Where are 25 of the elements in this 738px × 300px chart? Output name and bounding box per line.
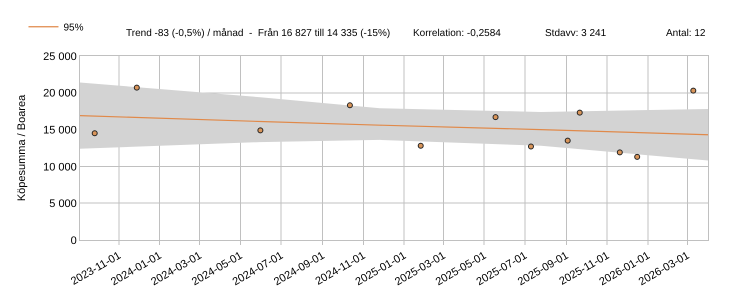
y-axis-title: Köpesumma / Boarea [16,94,28,202]
legend-label: 95% [63,22,84,34]
text: Stdavv: 3 241 [545,28,607,39]
point [418,142,424,149]
point [528,144,534,150]
y-tick-label: 0 [70,234,77,247]
text: Trend -83 (-0,5%) / månad - Från 16 827 till 14 335 (-15%) [126,27,390,39]
point [257,127,264,134]
point [134,84,140,91]
point [346,102,353,108]
point [564,138,571,144]
point [492,114,499,120]
text: Antal: 12 [666,28,706,39]
y-tick-label: 20 000 [43,88,77,100]
point [576,110,583,116]
point [92,130,98,136]
y-tick-label: 10 000 [43,161,77,174]
y-tick-label: 15 000 [43,124,77,136]
text: Korrelation: -0,2584 [413,28,502,39]
line-series [80,115,708,136]
y-tick-label: 5 000 [49,198,77,210]
y-tick-label: 25 000 [43,50,77,63]
point [616,149,623,156]
point [690,88,696,94]
point [634,154,640,160]
